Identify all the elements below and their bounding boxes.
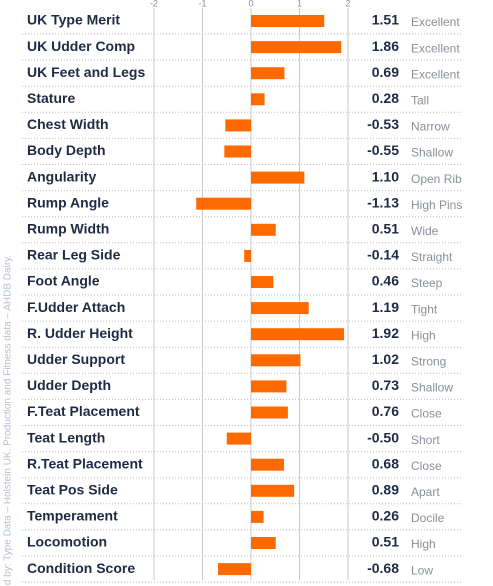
bar — [226, 432, 251, 445]
value-label: 1.92 — [372, 325, 399, 341]
source-note: d by: Type Data – Holstein UK. Productio… — [3, 255, 14, 585]
bar — [251, 223, 276, 236]
descriptor: Straight — [411, 250, 453, 264]
bar — [251, 276, 274, 288]
descriptor: Shallow — [411, 146, 453, 160]
category-label: UK Feet and Legs — [27, 64, 145, 80]
descriptor: Low — [411, 563, 433, 577]
bar — [251, 484, 295, 497]
value-label: 0.76 — [372, 403, 399, 419]
descriptor: Docile — [411, 511, 445, 525]
value-label: 0.51 — [372, 534, 399, 550]
category-label: Rear Leg Side — [27, 247, 121, 263]
category-label: R.Teat Placement — [27, 455, 143, 471]
bar — [251, 537, 276, 549]
descriptor: High — [411, 537, 436, 551]
category-label: Rump Width — [27, 221, 109, 237]
descriptor: Excellent — [411, 15, 460, 29]
category-label: Body Depth — [27, 142, 106, 158]
value-label: -0.50 — [367, 429, 399, 445]
value-label: 1.19 — [372, 299, 399, 315]
value-label: 1.51 — [372, 12, 399, 28]
x-tick-label: 1 — [297, 0, 302, 8]
value-label: 0.89 — [372, 482, 399, 498]
category-label: Temperament — [27, 508, 118, 524]
value-label: 0.26 — [372, 508, 399, 524]
descriptor: Excellent — [411, 67, 460, 81]
value-label: -0.14 — [367, 247, 399, 263]
value-label: 1.02 — [372, 351, 399, 367]
category-label: UK Udder Comp — [27, 38, 135, 54]
bar — [244, 249, 251, 262]
category-label: Foot Angle — [27, 273, 100, 289]
bar — [251, 328, 345, 341]
value-label: -0.53 — [367, 116, 399, 132]
bar — [225, 119, 251, 132]
descriptor: Shallow — [411, 381, 453, 395]
descriptor: Strong — [411, 354, 446, 368]
descriptor: Close — [411, 459, 442, 473]
category-label: Chest Width — [27, 116, 109, 132]
category-label: Udder Depth — [27, 377, 111, 393]
value-label: 0.68 — [372, 455, 399, 471]
x-tick-label: -2 — [150, 0, 158, 8]
bar — [251, 67, 285, 80]
bar — [251, 380, 287, 393]
category-label: Angularity — [27, 168, 96, 184]
category-label: Teat Length — [27, 429, 105, 445]
descriptor: Open Rib — [411, 172, 462, 186]
category-label: Teat Pos Side — [27, 482, 118, 498]
bar — [218, 563, 251, 576]
descriptor: Close — [411, 407, 442, 421]
value-label: -0.68 — [367, 560, 399, 576]
value-label: 0.46 — [372, 273, 399, 289]
value-label: -0.55 — [367, 142, 399, 158]
value-label: 0.73 — [372, 377, 399, 393]
category-label: R. Udder Height — [27, 325, 133, 341]
bar — [251, 406, 288, 419]
x-tick-label: 0 — [248, 0, 253, 8]
descriptor: Tall — [411, 93, 429, 107]
category-label: Udder Support — [27, 351, 125, 367]
descriptor: Tight — [411, 302, 438, 316]
category-label: Condition Score — [27, 560, 135, 576]
value-label: 0.28 — [372, 90, 399, 106]
bar — [251, 510, 264, 523]
bar — [251, 458, 284, 471]
descriptor: Excellent — [411, 41, 460, 55]
value-label: 0.69 — [372, 64, 399, 80]
descriptor: Apart — [411, 485, 440, 499]
descriptor: High Pins — [411, 198, 462, 212]
value-label: 0.51 — [372, 221, 399, 237]
value-label: 1.10 — [372, 168, 399, 184]
bar — [251, 15, 325, 27]
category-label: F.Teat Placement — [27, 403, 140, 419]
category-label: Rump Angle — [27, 194, 109, 210]
descriptor: Narrow — [411, 120, 450, 134]
x-tick-label: -1 — [198, 0, 206, 8]
bar — [196, 197, 251, 210]
bar — [224, 145, 251, 158]
x-tick-label: 2 — [345, 0, 350, 8]
descriptor: Short — [411, 433, 440, 447]
value-label: -1.13 — [367, 194, 399, 210]
value-label: 1.86 — [372, 38, 399, 54]
category-label: F.Udder Attach — [27, 299, 125, 315]
category-label: Locomotion — [27, 534, 107, 550]
descriptor: High — [411, 328, 436, 342]
category-label: UK Type Merit — [27, 12, 120, 28]
bar — [251, 302, 309, 315]
bar — [251, 93, 265, 106]
bar — [251, 41, 342, 54]
descriptor: Steep — [411, 276, 443, 290]
descriptor: Wide — [411, 224, 439, 238]
category-label: Stature — [27, 90, 75, 106]
bar — [251, 354, 301, 367]
bar — [251, 171, 305, 184]
